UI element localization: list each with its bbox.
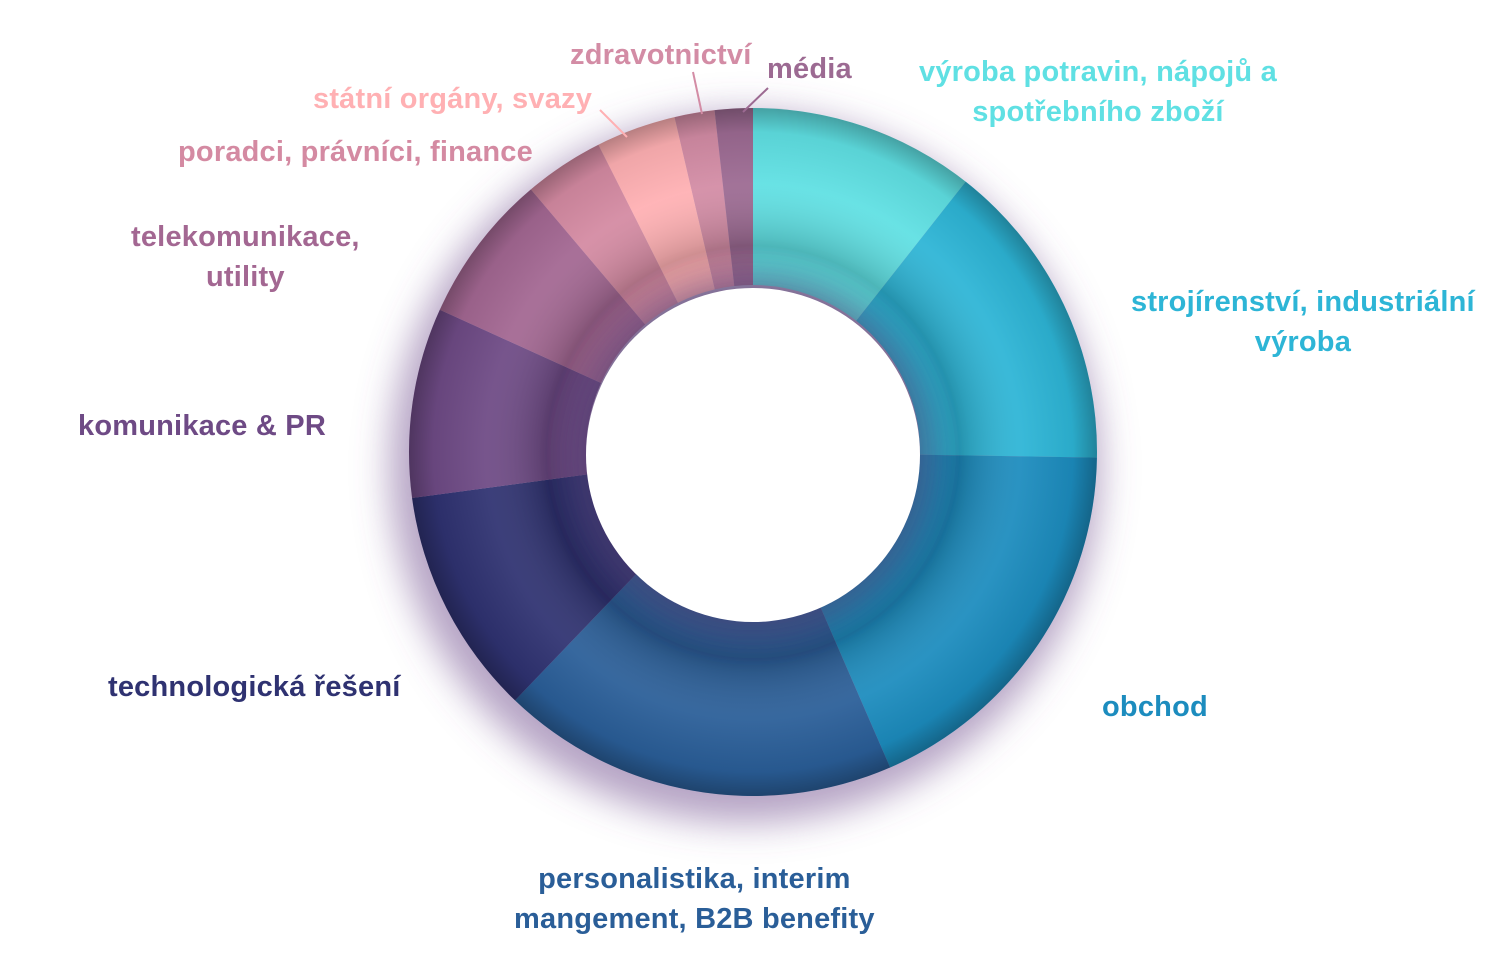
label-line: spotřebního zboží xyxy=(972,96,1224,128)
label-personalistika-interim-mangement-b2b-benefity: personalistika, interim mangement, B2B be… xyxy=(514,859,875,939)
label-line: média xyxy=(767,53,852,85)
label-line: státní orgány, svazy xyxy=(313,83,593,115)
label-vyroba-potravin-napoju-a-spotrebniho-zbozi: výroba potravin, nápojů a spotřebního zbo… xyxy=(919,52,1277,132)
label-telekomunikace-utility: telekomunikace, utility xyxy=(131,217,360,297)
label-obchod: obchod xyxy=(1102,687,1208,727)
label-media: média xyxy=(767,49,852,89)
label-technologicka-reseni: technologická řešení xyxy=(108,667,401,707)
label-line: výroba xyxy=(1254,326,1352,358)
label-line: mangement, B2B benefity xyxy=(514,903,875,935)
label-line: strojírenství, industriální xyxy=(1131,286,1475,318)
label-line: telekomunikace, xyxy=(131,221,360,253)
label-leader-lines xyxy=(599,71,769,138)
leader-statni-organy-svazy xyxy=(599,109,628,138)
label-line: zdravotnictví xyxy=(570,39,752,71)
leader-media xyxy=(742,87,769,113)
label-line: utility xyxy=(205,261,285,293)
leader-zdravotnictvi xyxy=(692,71,703,115)
label-zdravotnictvi: zdravotnictví xyxy=(570,35,751,75)
label-line: obchod xyxy=(1102,691,1208,723)
label-line: výroba potravin, nápojů a xyxy=(919,56,1277,88)
label-line: poradci, právníci, finance xyxy=(178,136,533,168)
label-komunikace-pr: komunikace & PR xyxy=(78,406,326,446)
label-poradci-pravnici-finance: poradci, právníci, finance xyxy=(178,132,533,172)
donut-hole xyxy=(586,288,920,622)
label-strojirenstvi-industrialni-vyroba: strojírenství, industriální výroba xyxy=(1131,282,1475,362)
label-line: komunikace & PR xyxy=(78,410,326,442)
label-line: technologická řešení xyxy=(108,671,401,703)
label-statni-organy-svazy: státní orgány, svazy xyxy=(313,79,592,119)
label-line: personalistika, interim xyxy=(538,863,851,895)
